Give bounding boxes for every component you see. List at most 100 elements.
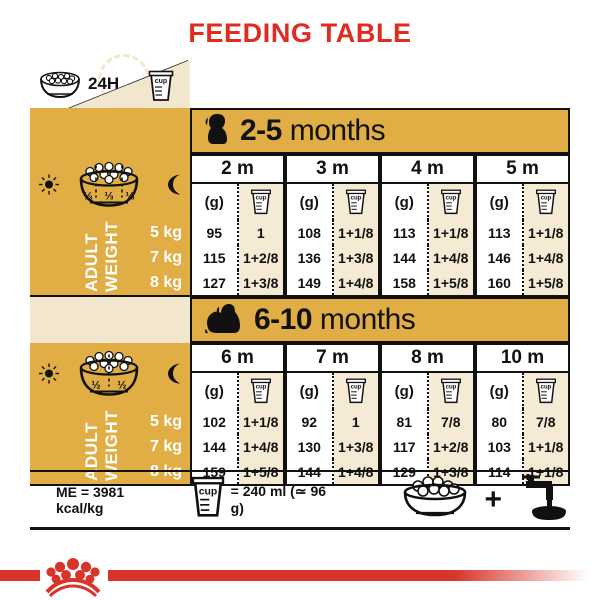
- age-banner: 2-5 months: [190, 108, 570, 154]
- cup-cell: 1+5/8: [428, 270, 473, 295]
- puppy-silhouette-icon: [204, 112, 230, 151]
- sun-icon: [38, 174, 60, 201]
- meal-fraction: ⅓: [104, 191, 113, 203]
- cup-cell: 1+3/8: [333, 434, 378, 459]
- grams-cell: 108: [287, 220, 334, 245]
- plus-icon: +: [484, 482, 502, 516]
- svg-text:cup: cup: [255, 195, 266, 202]
- section-2-columns: 6 m 7 m 8 m 10 m (g) cup (g): [190, 343, 570, 409]
- svg-text:cup: cup: [350, 195, 361, 202]
- month-header-row: 6 m 7 m 8 m 10 m: [190, 343, 570, 373]
- cup-unit-icon: cup: [428, 373, 473, 409]
- table-row: 95 1 108 1+1/8 113 1+1/8 113 1+1/8: [190, 220, 570, 245]
- data-group: 95 1: [190, 220, 285, 245]
- month-header-cell: 8 m: [380, 343, 475, 373]
- svg-text:cup: cup: [540, 384, 551, 391]
- kibble-bowl-icon-thirds: ⅓ ⅓ ⅓: [68, 158, 150, 217]
- cup-cell: 1+1/8: [523, 220, 568, 245]
- grams-cell: 113: [382, 220, 429, 245]
- table-row: 115 1+2/8 136 1+3/8 144 1+4/8 146 1+4/8: [190, 245, 570, 270]
- weight-value: 5 kg: [149, 413, 182, 430]
- month-header-cell: 7 m: [285, 343, 380, 373]
- month-header-cell: 3 m: [285, 154, 380, 184]
- grams-cell: 130: [287, 434, 334, 459]
- banner-left-pad: [30, 108, 190, 154]
- svg-text:cup: cup: [350, 384, 361, 391]
- grams-cell: 80: [477, 409, 524, 434]
- top-strip-spacer: [190, 60, 570, 108]
- kibble-bowl-icon-halves: ½ ½: [68, 347, 150, 406]
- grams-cell: 92: [287, 409, 334, 434]
- grams-cell: 81: [382, 409, 429, 434]
- cup-cell: 1+1/8: [428, 220, 473, 245]
- grams-cell: 149: [287, 270, 334, 295]
- grams-cell: 115: [192, 245, 239, 270]
- data-group: 160 1+5/8: [475, 270, 570, 295]
- grams-cell: 127: [192, 270, 239, 295]
- age-range-unit: months: [289, 114, 386, 147]
- grams-cell: 95: [192, 220, 239, 245]
- grams-cell: 144: [192, 434, 239, 459]
- grams-unit-label: (g): [192, 184, 239, 220]
- food-and-water-icons: +: [392, 473, 570, 526]
- section-header-2-5-months: 2-5 months: [30, 108, 570, 154]
- brand-bar-left: [0, 570, 40, 581]
- data-group: 92 1: [285, 409, 380, 434]
- section-1-data-band: ADULT WEIGHT 5 kg 7 kg 8 kg 95 1 108 1+1/8…: [30, 220, 570, 297]
- measuring-cup-icon: cup: [191, 476, 225, 523]
- age-range-number: 2-5: [240, 114, 282, 147]
- cup-cell: 1+4/8: [428, 245, 473, 270]
- metabolisable-energy-text: ME = 3981 kcal/kg: [56, 483, 125, 516]
- unit-header-row: (g) cup (g) cup (g) cup: [190, 184, 570, 220]
- unit-group: (g) cup: [380, 184, 475, 220]
- data-group: 102 1+1/8: [190, 409, 285, 434]
- moon-icon: [164, 362, 184, 391]
- svg-text:cup: cup: [540, 195, 551, 202]
- footer-bottom-rule: [30, 527, 570, 530]
- cup-cell: 1+4/8: [523, 245, 568, 270]
- cup-cell: 1+4/8: [238, 434, 283, 459]
- data-group: 127 1+3/8: [190, 270, 285, 295]
- section-2-month-header-row: ½ ½ 6 m 7 m 8 m 10 m: [30, 343, 570, 409]
- grams-unit-label: (g): [477, 184, 524, 220]
- weight-values: 5 kg 7 kg 8 kg: [150, 220, 182, 295]
- data-group: 158 1+5/8: [380, 270, 475, 295]
- unit-group: (g) cup: [380, 373, 475, 409]
- meals-bowl-cell-2: ½ ½: [30, 343, 190, 409]
- weight-value: 7 kg: [149, 249, 182, 266]
- cup-cell: 1+3/8: [333, 245, 378, 270]
- feeding-table: 24H cup: [30, 54, 570, 486]
- cup-unit-icon: cup: [428, 184, 473, 220]
- data-group: 146 1+4/8: [475, 245, 570, 270]
- cup-cell: 1+2/8: [238, 245, 283, 270]
- moon-icon: [164, 173, 184, 202]
- grams-cell: 102: [192, 409, 239, 434]
- month-header-cell: 5 m: [475, 154, 570, 184]
- adult-label: ADULT: [82, 233, 101, 292]
- grams-unit-label: (g): [382, 373, 429, 409]
- age-range-text: 2-5 months: [240, 114, 386, 148]
- cup-cell: 1+5/8: [523, 270, 568, 295]
- grams-cell: 158: [382, 270, 429, 295]
- data-group: 113 1+1/8: [475, 220, 570, 245]
- footer-note: ME = 3981 kcal/kg cup = 240 ml (≃ 96 g): [30, 472, 570, 527]
- grams-unit-label: (g): [477, 373, 524, 409]
- meal-fraction: ½: [117, 380, 126, 392]
- cup-cell: 1+1/8: [333, 220, 378, 245]
- table-row: 144 1+4/8 130 1+3/8 117 1+2/8 103 1+1/8: [190, 434, 570, 459]
- svg-text:cup: cup: [198, 486, 217, 497]
- unit-group: (g) cup: [475, 184, 570, 220]
- top-icon-strip: 24H cup: [30, 54, 570, 108]
- footer-top-rule: [30, 470, 570, 472]
- unit-group: (g) cup: [285, 373, 380, 409]
- tap-water-bowl-icon: [508, 473, 570, 526]
- cup-cell: 7/8: [523, 409, 568, 434]
- weight-label: WEIGHT: [102, 221, 121, 292]
- royal-canin-crown-icon: [42, 555, 104, 600]
- adult-weight-label-block: ADULT WEIGHT 5 kg 7 kg 8 kg: [30, 220, 190, 295]
- cup-unit-icon: cup: [238, 184, 283, 220]
- cup-cell: 7/8: [428, 409, 473, 434]
- section-2-data: 102 1+1/8 92 1 81 7/8 80 7/8 144 1+4/8 130 1+3…: [190, 409, 570, 484]
- grams-cell: 146: [477, 245, 524, 270]
